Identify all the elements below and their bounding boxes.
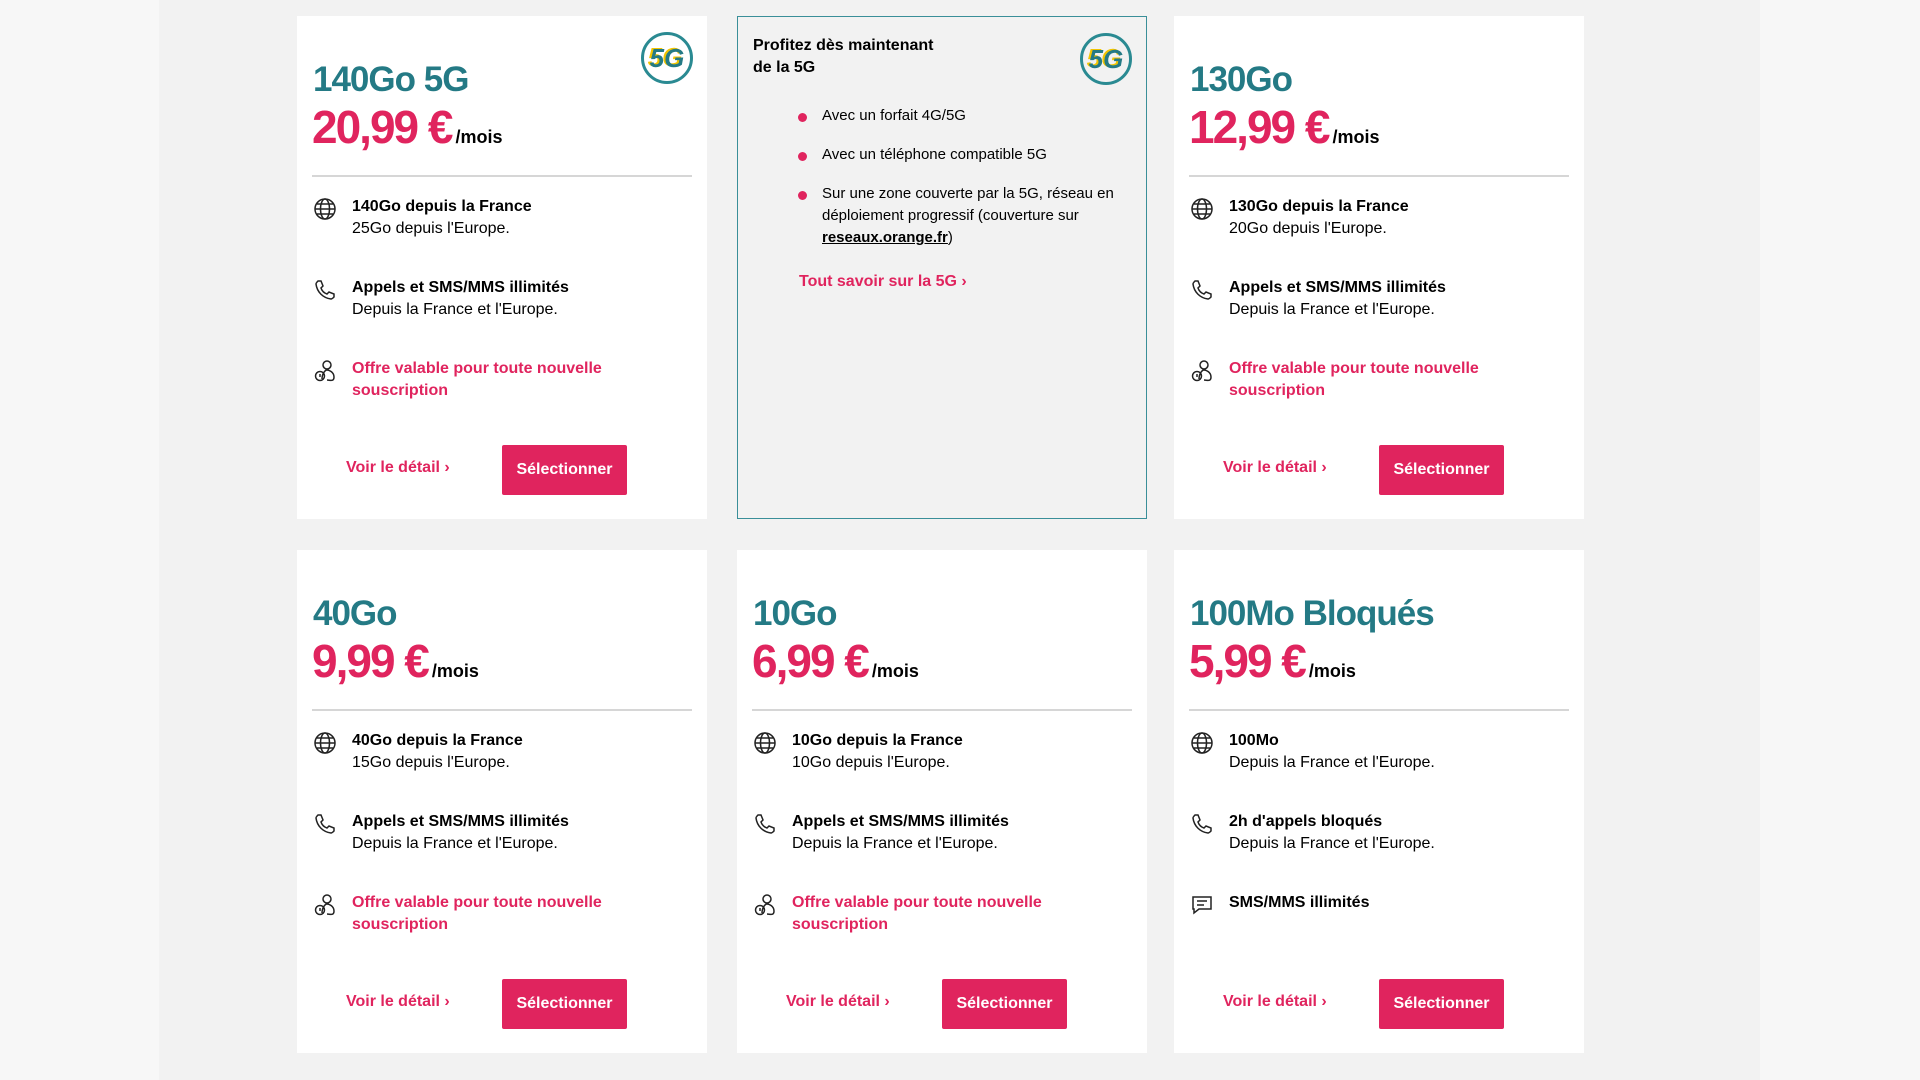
plan-card: 10Go 6,99 €/mois 10Go depuis la France 10… <box>737 550 1147 1053</box>
offer-feature: SMS/MMS illimités <box>1189 892 1574 918</box>
promo-bullet: Sur une zone couverte par la 5G, réseau … <box>798 183 1128 249</box>
divider <box>312 175 692 177</box>
plan-price: 20,99 €/mois <box>312 101 503 153</box>
calls-feature: Appels et SMS/MMS illimités Depuis la Fra… <box>312 811 697 855</box>
promo-list: Avec un forfait 4G/5G Avec un téléphone … <box>798 105 1128 266</box>
divider <box>1189 709 1569 711</box>
detail-link[interactable]: Voir le détail › <box>1223 459 1327 476</box>
offer-feature: Offre valable pour toute nouvelle souscr… <box>1189 358 1574 402</box>
globe-icon <box>1189 730 1215 756</box>
coverage-link[interactable]: reseaux.orange.fr <box>822 229 948 246</box>
offer-feature: Offre valable pour toute nouvelle souscr… <box>312 892 697 936</box>
globe-icon <box>1189 196 1215 222</box>
data-feature: 10Go depuis la France 10Go depuis l'Europ… <box>752 730 1137 774</box>
promo-5g-card: Profitez dès maintenant de la 5G 5G Avec … <box>737 16 1147 519</box>
plan-price: 6,99 €/mois <box>752 635 919 687</box>
data-feature: 40Go depuis la France 15Go depuis l'Europ… <box>312 730 697 774</box>
plan-title: 10Go <box>753 594 838 633</box>
plan-title: 40Go <box>313 594 398 633</box>
detail-link[interactable]: Voir le détail › <box>346 459 450 476</box>
users-icon <box>752 892 778 918</box>
plan-card: 100Mo Bloqués 5,99 €/mois 100Mo Depuis la… <box>1174 550 1584 1053</box>
users-icon <box>1189 358 1215 384</box>
learn-5g-link[interactable]: Tout savoir sur la 5G › <box>799 273 967 290</box>
globe-icon <box>312 196 338 222</box>
globe-icon <box>752 730 778 756</box>
plan-title: 130Go <box>1190 60 1293 99</box>
users-icon <box>312 358 338 384</box>
plan-price: 12,99 €/mois <box>1189 101 1380 153</box>
divider <box>752 709 1132 711</box>
offer-feature: Offre valable pour toute nouvelle souscr… <box>312 358 697 402</box>
plan-title: 140Go 5G <box>313 60 469 99</box>
plan-price: 5,99 €/mois <box>1189 635 1356 687</box>
divider <box>1189 175 1569 177</box>
detail-link[interactable]: Voir le détail › <box>1223 993 1327 1010</box>
data-feature: 100Mo Depuis la France et l'Europe. <box>1189 730 1574 774</box>
select-button[interactable]: Sélectionner <box>502 445 627 495</box>
data-feature: 140Go depuis la France 25Go depuis l'Euro… <box>312 196 697 240</box>
select-button[interactable]: Sélectionner <box>502 979 627 1029</box>
5g-badge-icon: 5G <box>1080 33 1132 85</box>
calls-feature: 2h d'appels bloqués Depuis la France et l… <box>1189 811 1574 855</box>
chat-icon <box>1189 892 1215 918</box>
select-button[interactable]: Sélectionner <box>1379 979 1504 1029</box>
detail-link[interactable]: Voir le détail › <box>786 993 890 1010</box>
plan-card: 130Go 12,99 €/mois 130Go depuis la Franc… <box>1174 16 1584 519</box>
promo-bullet: Avec un téléphone compatible 5G <box>798 144 1128 166</box>
offer-feature: Offre valable pour toute nouvelle souscr… <box>752 892 1137 936</box>
plan-title: 100Mo Bloqués <box>1190 594 1435 633</box>
data-feature: 130Go depuis la France 20Go depuis l'Euro… <box>1189 196 1574 240</box>
calls-feature: Appels et SMS/MMS illimités Depuis la Fra… <box>752 811 1137 855</box>
promo-bullet: Avec un forfait 4G/5G <box>798 105 1128 127</box>
phone-icon <box>1189 811 1215 837</box>
5g-badge-icon: 5G <box>641 32 693 84</box>
phone-icon <box>1189 277 1215 303</box>
phone-icon <box>752 811 778 837</box>
plan-card: 140Go 5G 5G 20,99 €/mois 140Go depuis la… <box>297 16 707 519</box>
plan-price: 9,99 €/mois <box>312 635 479 687</box>
phone-icon <box>312 811 338 837</box>
calls-feature: Appels et SMS/MMS illimités Depuis la Fra… <box>1189 277 1574 321</box>
plan-card: 40Go 9,99 €/mois 40Go depuis la France 15… <box>297 550 707 1053</box>
promo-title: Profitez dès maintenant de la 5G <box>753 37 934 76</box>
divider <box>312 709 692 711</box>
users-icon <box>312 892 338 918</box>
detail-link[interactable]: Voir le détail › <box>346 993 450 1010</box>
calls-feature: Appels et SMS/MMS illimités Depuis la Fra… <box>312 277 697 321</box>
phone-icon <box>312 277 338 303</box>
globe-icon <box>312 730 338 756</box>
select-button[interactable]: Sélectionner <box>942 979 1067 1029</box>
select-button[interactable]: Sélectionner <box>1379 445 1504 495</box>
